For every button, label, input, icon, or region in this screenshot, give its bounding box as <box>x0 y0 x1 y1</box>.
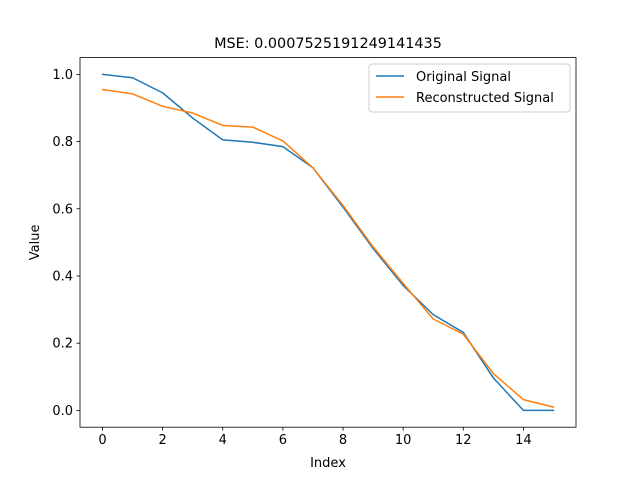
series-layer <box>101 73 555 412</box>
x-tick-label: 4 <box>219 433 227 448</box>
y-tick-label: 0.2 <box>52 337 73 352</box>
x-tick-label: 2 <box>159 433 167 448</box>
x-tick-label: 12 <box>455 433 472 448</box>
y-axis-label: Value <box>28 225 43 261</box>
series-line-reconstructed <box>101 88 555 408</box>
x-axis-ticks: 0 2 4 6 8 10 12 14 <box>98 427 532 448</box>
y-tick-label: 0.8 <box>52 135 73 150</box>
y-axis-ticks: 0.0 0.2 0.4 0.6 0.8 1.0 <box>52 68 80 419</box>
legend: Original Signal Reconstructed Signal <box>368 63 571 113</box>
x-tick-label: 14 <box>515 433 532 448</box>
axes-frame <box>79 57 577 428</box>
chart-title: MSE: 0.0007525191249141435 <box>214 36 442 52</box>
y-tick-label: 0.6 <box>52 202 73 217</box>
y-tick-label: 0.4 <box>52 270 73 285</box>
x-tick-label: 0 <box>98 433 106 448</box>
legend-label-reconstructed: Reconstructed Signal <box>416 91 554 106</box>
y-tick-label: 1.0 <box>52 68 73 83</box>
x-tick-label: 8 <box>339 433 347 448</box>
legend-box <box>368 63 571 113</box>
legend-label-original: Original Signal <box>416 70 511 85</box>
y-tick-label: 0.0 <box>52 404 73 419</box>
x-tick-label: 6 <box>279 433 287 448</box>
x-axis-label: Index <box>310 456 346 471</box>
x-tick-label: 10 <box>395 433 412 448</box>
